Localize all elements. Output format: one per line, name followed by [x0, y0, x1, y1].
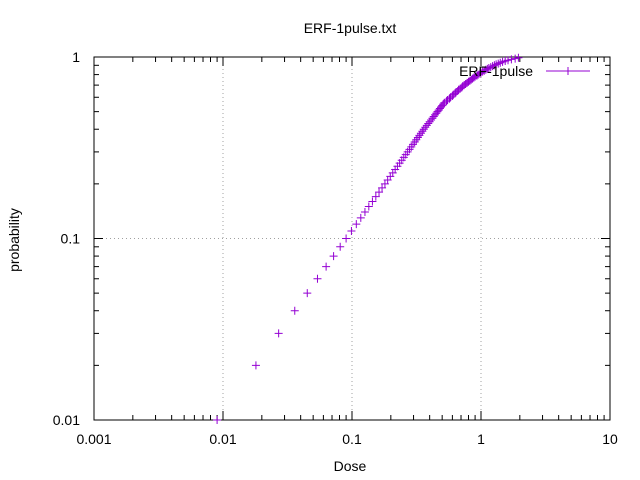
- data-point: [415, 131, 424, 140]
- x-tick-label: 0.1: [342, 431, 362, 447]
- chart-title: ERF-1pulse.txt: [304, 20, 397, 36]
- data-point: [251, 361, 260, 370]
- data-point: [313, 274, 322, 283]
- data-point: [342, 234, 351, 243]
- data-point: [504, 56, 513, 65]
- legend-label: ERF-1pulse: [459, 63, 533, 79]
- data-point: [352, 220, 361, 229]
- data-points: [213, 53, 523, 424]
- data-point: [486, 63, 495, 72]
- data-point: [490, 61, 499, 70]
- data-point: [329, 252, 338, 261]
- x-tick-label: 10: [602, 431, 618, 447]
- data-point: [290, 306, 299, 315]
- grid-lines: [94, 57, 610, 420]
- y-axis-label: probability: [6, 208, 22, 272]
- y-tick-label: 0.01: [53, 412, 80, 428]
- data-point: [413, 133, 422, 142]
- data-point: [375, 188, 384, 197]
- legend-swatch-marker: [564, 67, 572, 75]
- data-point: [494, 59, 503, 68]
- data-point: [507, 55, 516, 64]
- x-tick-label: 0.001: [76, 431, 111, 447]
- data-point: [478, 67, 487, 76]
- data-point: [378, 183, 387, 192]
- x-tick-label: 0.01: [209, 431, 236, 447]
- data-point: [511, 54, 520, 63]
- data-point: [416, 129, 425, 138]
- tick-labels: 0.001 0.01 0.1 1 10 0.01 0.1 1: [53, 49, 618, 447]
- y-tick-label: 1: [72, 49, 80, 65]
- axes: [93, 56, 611, 421]
- data-point: [274, 329, 283, 338]
- data-point: [483, 64, 492, 73]
- data-point: [336, 242, 345, 251]
- x-tick-label: 1: [477, 431, 485, 447]
- data-point: [303, 289, 312, 298]
- data-point: [492, 60, 501, 69]
- data-point: [488, 62, 497, 71]
- data-point: [213, 416, 222, 424]
- data-point: [514, 53, 523, 62]
- data-point: [360, 207, 369, 216]
- data-point: [356, 213, 365, 222]
- data-point: [368, 197, 377, 206]
- x-axis-label: Dose: [334, 458, 367, 474]
- legend: ERF-1pulse: [459, 63, 590, 79]
- data-point: [364, 202, 373, 211]
- data-point: [322, 262, 331, 271]
- y-tick-label: 0.1: [61, 231, 81, 247]
- data-point: [371, 192, 380, 201]
- data-point: [484, 63, 493, 72]
- data-point: [477, 68, 485, 77]
- data-point: [347, 226, 356, 235]
